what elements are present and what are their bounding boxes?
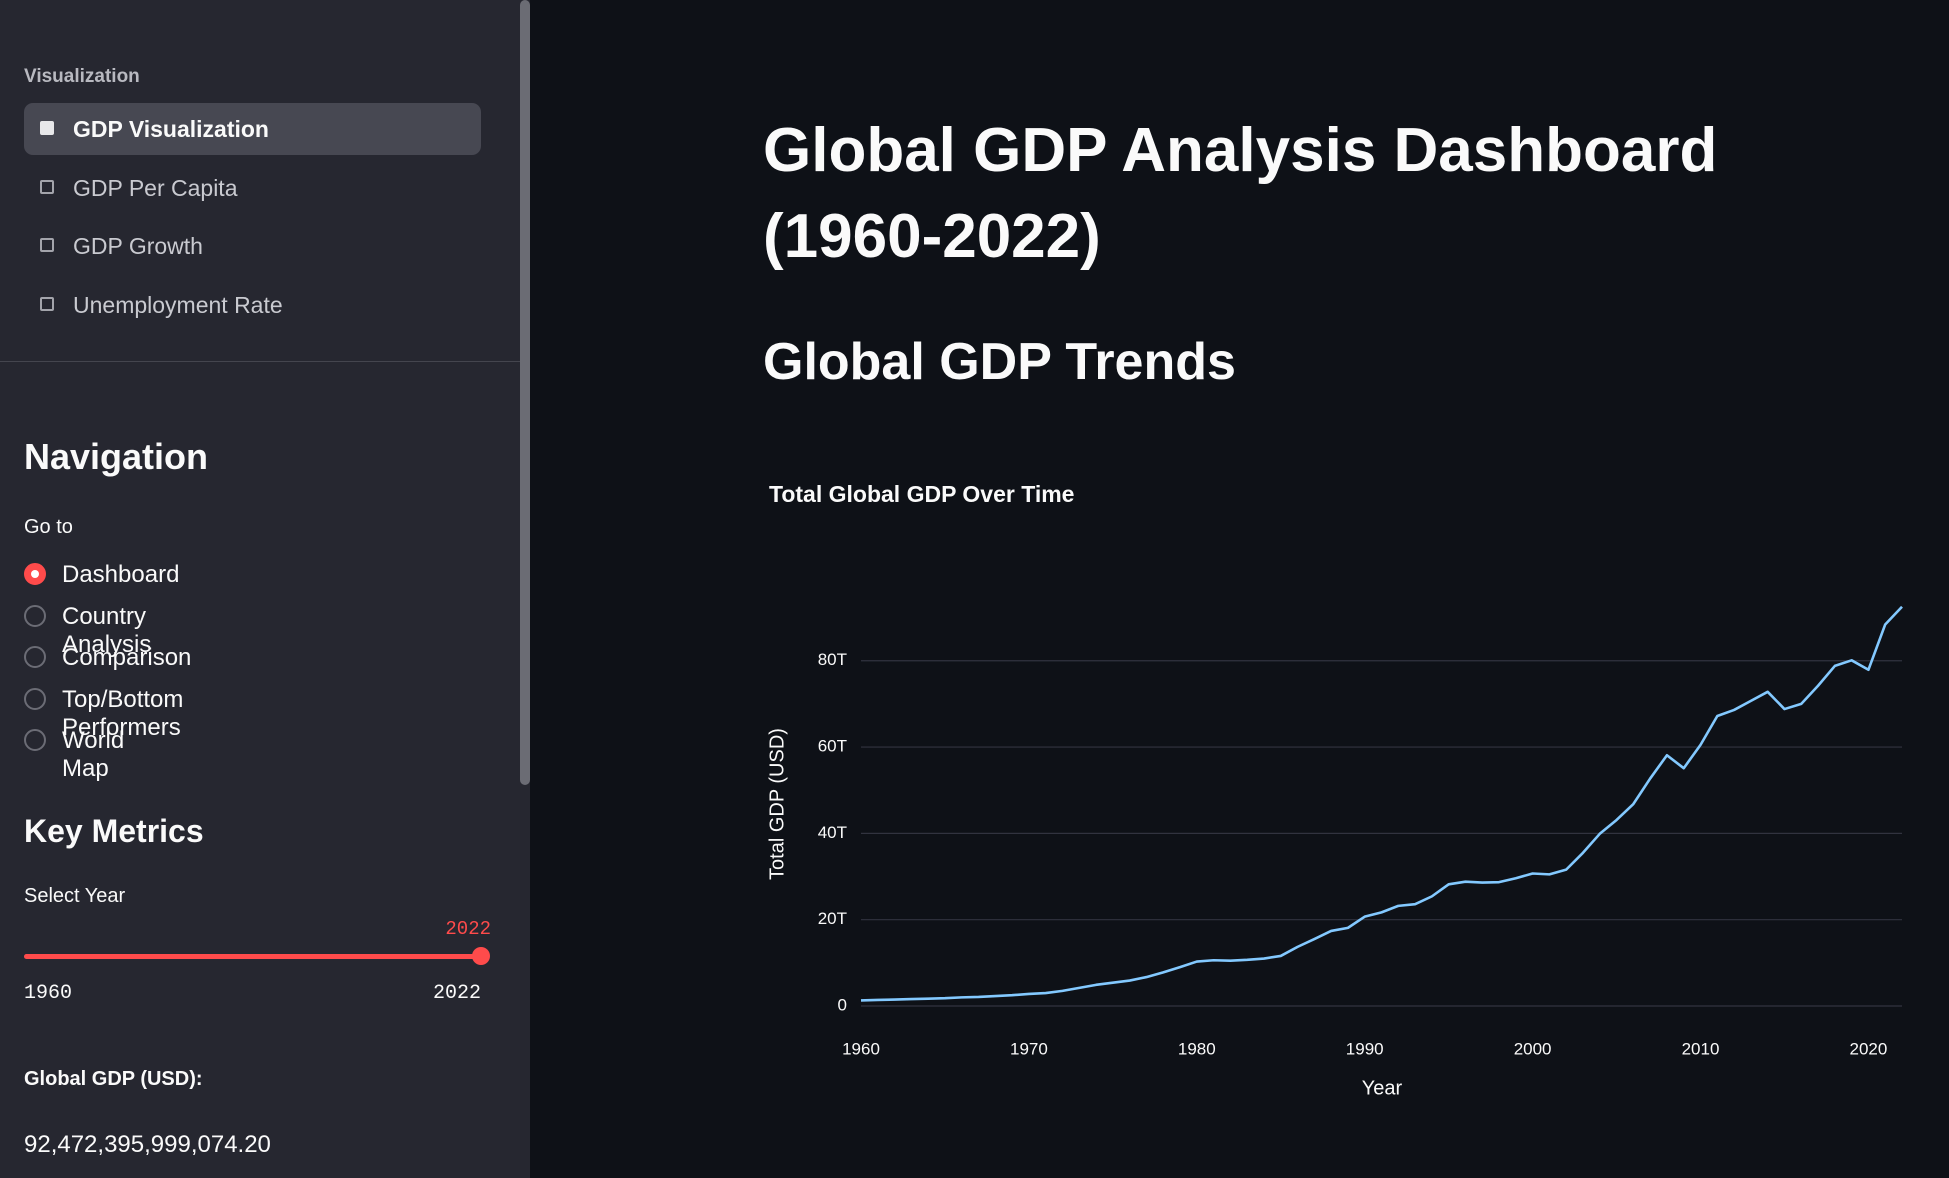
radio-circle [24,604,46,627]
y-tick-label: 20T [818,909,847,928]
menu-icon [40,179,54,194]
metric-value: 92,472,395,999,074.20 [24,1131,271,1158]
y-tick-label: 80T [818,650,847,669]
slider-min: 1960 [24,982,73,1005]
menu-icon [40,296,54,311]
y-tick-label: 0 [838,995,847,1014]
slider-max: 2022 [432,982,481,1005]
slider[interactable]: 2022 1960 2022 [0,910,520,1010]
menu-item-label: GDP Visualization [73,116,269,142]
menu-title: Visualization [24,66,140,87]
radio-label: Country Analysis [62,602,152,658]
radio-label: Comparison [62,644,192,671]
x-tick-label: 2000 [1514,1039,1552,1058]
radio-circle [24,687,46,710]
page-title: Global GDP Analysis Dashboard (1960-2022… [763,116,1718,271]
y-tick-label: 40T [818,823,847,842]
slider-thumb[interactable] [472,947,490,965]
x-axis-label: Year [1362,1077,1403,1099]
x-tick-label: 1980 [1178,1039,1216,1058]
chart-title: Total Global GDP Over Time [769,481,1074,507]
menu-icon [40,238,54,252]
slider-value: 2022 [445,918,491,940]
section-title: Global GDP Trends [763,333,1236,391]
key-metrics-title: Key Metrics [24,813,204,849]
menu-item[interactable]: GDP Growth [24,220,481,272]
chart: Total Global GDP Over Time Year Total GD… [766,481,1903,1099]
radio-circle [24,563,46,585]
radio-label: World Map [62,727,125,782]
sidebar: Visualization GDP Visualization GDP Per C… [0,0,530,1178]
y-tick-label: 60T [818,737,847,756]
menu-item-label: Unemployment Rate [73,291,283,318]
slider-label: Select Year [24,885,126,907]
radio-label: Top/Bottom Performers [62,685,184,741]
menu-icon [40,121,54,135]
menu-item[interactable]: Unemployment Rate [24,279,481,331]
x-tick-label: 1960 [842,1039,880,1058]
scrollbar[interactable] [520,0,530,785]
data-line [860,605,1903,1002]
x-tick-label: 1970 [1010,1039,1048,1058]
radio-label: Dashboard [62,561,180,588]
slider-fill [24,954,481,959]
radio-circle [24,646,46,668]
menu-item-label: GDP Growth [73,233,203,259]
x-tick-label: 2010 [1682,1039,1720,1058]
menu-item[interactable]: GDP Visualization [24,103,481,155]
menu-item[interactable]: GDP Per Capita [24,162,481,214]
divider [0,361,520,362]
metric-label: Global GDP (USD): [24,1068,203,1090]
radio-circle [24,729,46,751]
menu-item-label: GDP Per Capita [73,174,238,201]
radio-label: Go to [24,516,73,538]
x-tick-label: 1990 [1346,1039,1384,1058]
y-axis-label: Total GDP (USD) [766,728,788,880]
navigation-title: Navigation [24,436,209,477]
x-tick-label: 2020 [1850,1039,1888,1058]
